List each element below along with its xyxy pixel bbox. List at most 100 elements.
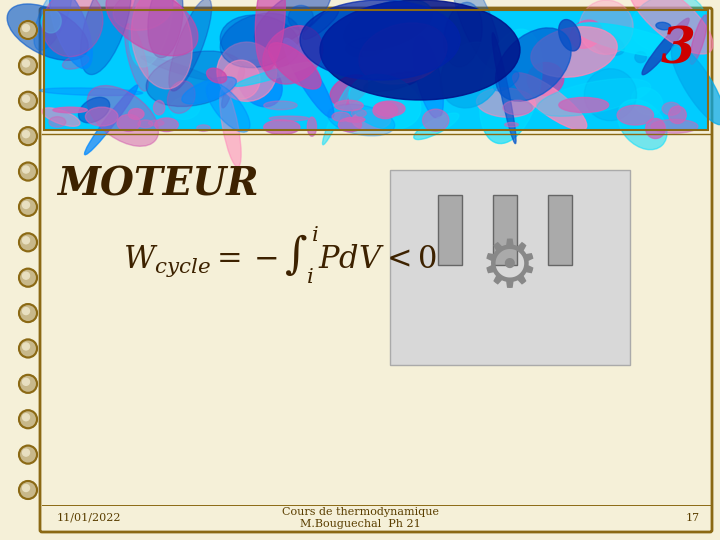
Ellipse shape — [452, 0, 500, 69]
Ellipse shape — [170, 97, 200, 119]
Text: 17: 17 — [686, 513, 700, 523]
Ellipse shape — [256, 0, 285, 70]
Ellipse shape — [106, 0, 198, 56]
Ellipse shape — [169, 0, 212, 91]
Ellipse shape — [155, 118, 179, 132]
Ellipse shape — [346, 117, 365, 122]
Ellipse shape — [288, 5, 313, 30]
Ellipse shape — [477, 88, 536, 117]
Text: $W_{cycle} = -\int_{i}^{i} Pd\mathit{V} < 0$: $W_{cycle} = -\int_{i}^{i} Pd\mathit{V} … — [123, 224, 437, 286]
Ellipse shape — [646, 118, 665, 139]
Circle shape — [19, 21, 37, 39]
Ellipse shape — [374, 101, 405, 116]
Ellipse shape — [264, 120, 300, 134]
Ellipse shape — [351, 110, 366, 117]
Ellipse shape — [148, 0, 183, 58]
Circle shape — [22, 237, 30, 244]
Ellipse shape — [352, 110, 391, 130]
Circle shape — [22, 379, 30, 386]
Ellipse shape — [344, 0, 432, 50]
Ellipse shape — [131, 0, 192, 89]
Ellipse shape — [220, 15, 300, 70]
Ellipse shape — [300, 0, 460, 80]
Ellipse shape — [575, 23, 687, 58]
Ellipse shape — [320, 0, 520, 100]
Text: Cours de thermodynamique
M.Bouguechal  Ph 21: Cours de thermodynamique M.Bouguechal Ph… — [282, 507, 438, 529]
Circle shape — [19, 375, 37, 393]
Ellipse shape — [335, 100, 363, 111]
Ellipse shape — [146, 51, 245, 106]
Ellipse shape — [207, 68, 227, 83]
Circle shape — [22, 308, 30, 315]
Circle shape — [22, 484, 30, 491]
Ellipse shape — [503, 100, 532, 115]
Ellipse shape — [269, 116, 309, 121]
Ellipse shape — [495, 28, 571, 101]
Ellipse shape — [284, 38, 334, 118]
Ellipse shape — [125, 24, 148, 91]
Ellipse shape — [536, 78, 651, 116]
Ellipse shape — [235, 62, 313, 86]
Ellipse shape — [492, 33, 516, 144]
Ellipse shape — [591, 31, 624, 55]
Ellipse shape — [238, 60, 282, 107]
Ellipse shape — [505, 123, 518, 127]
Ellipse shape — [364, 72, 421, 92]
Ellipse shape — [302, 9, 338, 39]
Circle shape — [19, 127, 37, 145]
Ellipse shape — [513, 73, 587, 130]
Circle shape — [22, 343, 30, 350]
Ellipse shape — [263, 26, 323, 84]
Ellipse shape — [129, 0, 173, 67]
Ellipse shape — [220, 87, 241, 167]
Circle shape — [19, 198, 37, 216]
Text: ⚙: ⚙ — [480, 234, 540, 300]
Ellipse shape — [480, 29, 542, 144]
Ellipse shape — [254, 0, 331, 46]
Ellipse shape — [86, 107, 118, 126]
Ellipse shape — [444, 2, 482, 67]
Ellipse shape — [559, 97, 608, 112]
Ellipse shape — [167, 81, 195, 113]
Ellipse shape — [493, 71, 519, 91]
FancyBboxPatch shape — [40, 8, 712, 532]
Ellipse shape — [63, 55, 89, 69]
Circle shape — [22, 201, 30, 208]
Ellipse shape — [328, 104, 395, 136]
Ellipse shape — [631, 0, 705, 51]
Ellipse shape — [363, 35, 401, 72]
Ellipse shape — [332, 112, 350, 122]
Ellipse shape — [307, 117, 317, 136]
Circle shape — [19, 233, 37, 251]
Ellipse shape — [413, 36, 444, 118]
Circle shape — [19, 56, 37, 75]
Ellipse shape — [584, 69, 636, 120]
Ellipse shape — [669, 106, 686, 124]
Ellipse shape — [81, 0, 131, 75]
Circle shape — [22, 95, 30, 102]
Ellipse shape — [642, 18, 689, 75]
Ellipse shape — [78, 97, 109, 123]
Circle shape — [22, 449, 30, 456]
Ellipse shape — [41, 10, 61, 33]
Ellipse shape — [338, 118, 361, 132]
Circle shape — [19, 481, 37, 499]
Ellipse shape — [87, 85, 158, 146]
Circle shape — [19, 163, 37, 180]
Ellipse shape — [50, 0, 92, 69]
Ellipse shape — [651, 119, 698, 133]
Ellipse shape — [570, 20, 602, 48]
Ellipse shape — [579, 0, 633, 55]
Ellipse shape — [690, 15, 708, 64]
Bar — [548, 195, 572, 265]
Circle shape — [22, 24, 30, 31]
Bar — [390, 170, 630, 365]
Ellipse shape — [222, 81, 233, 108]
Circle shape — [19, 92, 37, 110]
Circle shape — [22, 131, 30, 138]
Circle shape — [19, 446, 37, 464]
Ellipse shape — [662, 102, 680, 115]
Ellipse shape — [42, 0, 103, 57]
Circle shape — [22, 60, 30, 67]
Ellipse shape — [141, 56, 212, 80]
